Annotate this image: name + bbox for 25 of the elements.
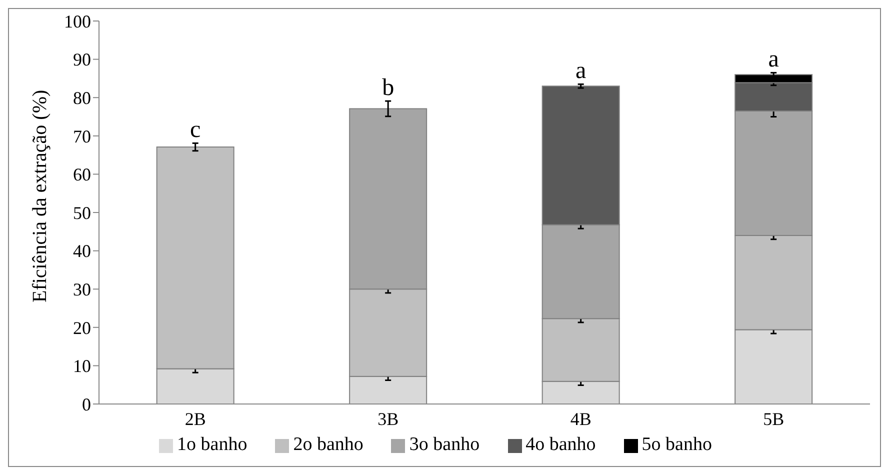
x-tick-label: 4B bbox=[570, 408, 592, 429]
x-tick-label: 5B bbox=[763, 408, 784, 429]
y-tick-label: 50 bbox=[73, 202, 91, 223]
legend-label: 1o banho bbox=[177, 434, 248, 455]
annotation: c bbox=[190, 117, 201, 144]
annotation: b bbox=[382, 75, 394, 102]
y-tick-label: 80 bbox=[73, 88, 91, 108]
legend-label: 3o banho bbox=[409, 434, 480, 455]
annotation: a bbox=[768, 46, 780, 73]
annotation: a bbox=[576, 58, 587, 84]
y-tick-label: 0 bbox=[82, 394, 91, 414]
y-tick-label: 70 bbox=[73, 126, 91, 146]
y-tick-label: 60 bbox=[73, 164, 91, 185]
x-tick-label: 2B bbox=[184, 408, 206, 429]
y-tick-label: 10 bbox=[73, 356, 91, 376]
legend-label: 5o banho bbox=[642, 434, 712, 455]
legend-label: 4o banho bbox=[526, 434, 596, 455]
x-tick-label: 3B bbox=[378, 408, 399, 429]
y-tick-label: 20 bbox=[73, 318, 91, 338]
y-tick-label: 30 bbox=[73, 279, 91, 300]
y-tick-label: 40 bbox=[73, 241, 91, 262]
y-tick-label: 100 bbox=[64, 11, 91, 32]
legend-label: 2o banho bbox=[293, 434, 364, 455]
y-tick-label: 90 bbox=[73, 50, 91, 70]
y-axis-title: Eficiência da extração (%) bbox=[29, 90, 52, 302]
